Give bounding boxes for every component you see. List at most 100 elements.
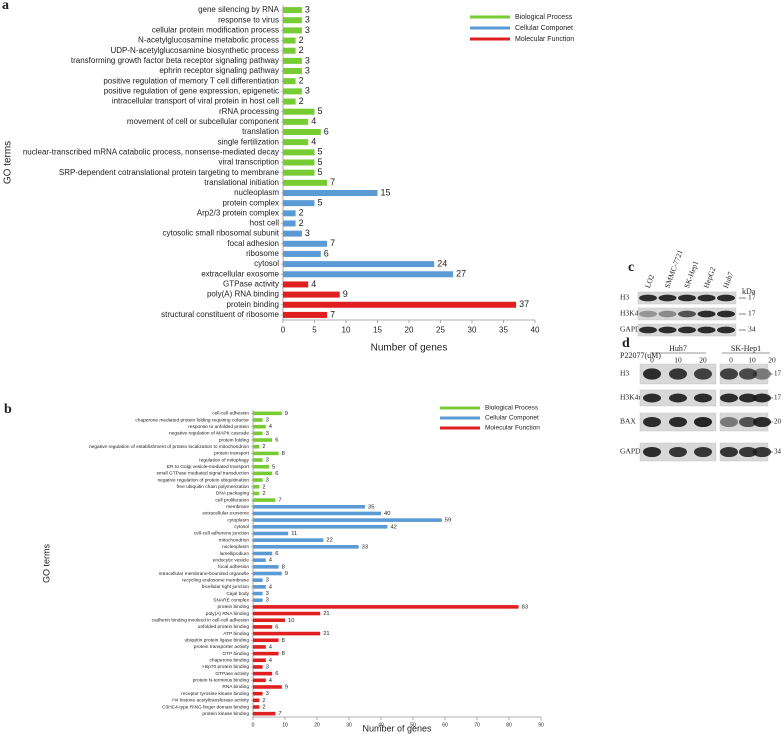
x-tick-label: 50 (410, 722, 416, 728)
bar (283, 230, 302, 237)
y-tick-label: cytosol (234, 524, 249, 530)
blot-band (643, 368, 661, 380)
y-tick-label: cadherin binding involved in cell-cell a… (152, 617, 250, 623)
bar (253, 571, 282, 576)
bar (283, 78, 296, 85)
value-label: 22 (326, 538, 332, 544)
y-tick-label: cell-cell adhesion (212, 411, 249, 417)
value-label: 3 (305, 86, 310, 96)
bar (253, 665, 263, 669)
bar (283, 88, 302, 95)
y-tick-label: response to virus (218, 15, 279, 24)
marker-label: 17 (748, 309, 756, 318)
x-tick-label: 20 (314, 722, 320, 728)
bar (253, 591, 263, 596)
y-tick-label: protein transport (214, 451, 250, 457)
bar (253, 484, 260, 489)
y-axis-label: GO terms (3, 141, 14, 184)
blot-band (753, 416, 771, 428)
y-tick-label: protein binding (218, 604, 250, 610)
y-tick-label: cell-cell adherens junction (194, 531, 250, 537)
value-label: 5 (272, 464, 275, 470)
bar (253, 511, 381, 516)
legend-label: Cellular Componet (485, 415, 539, 422)
value-label: 21 (323, 631, 329, 637)
y-tick-label: negative regulation of establishment of … (89, 444, 249, 450)
value-label: 24 (437, 258, 447, 268)
blot-band (669, 368, 687, 380)
y-tick-label: bicellular tight junction (202, 584, 250, 590)
y-tick-label: extracellular exosome (201, 269, 279, 278)
panel-label: b (4, 402, 12, 417)
value-label: 6 (324, 248, 329, 258)
value-label: 4 (311, 279, 316, 289)
lane-label: Huh7 (721, 270, 735, 289)
blot-band (678, 294, 696, 302)
bar (253, 464, 269, 469)
blot-band (678, 326, 696, 334)
bar (253, 691, 263, 696)
bar (253, 698, 260, 703)
value-label: 42 (390, 524, 396, 530)
value-label: 6 (275, 624, 278, 630)
y-tick-label: C3HC4-type RING finger domain binding (162, 704, 249, 710)
bar (283, 149, 315, 156)
panel-label: a (2, 0, 9, 13)
y-tick-label: structural constituent of ribosome (161, 310, 279, 319)
treatment-label: P22077(uM) (620, 351, 661, 360)
y-tick-label: UDP-N-acetylglucosamine biosynthetic pro… (110, 46, 279, 55)
panel-label: d (622, 336, 630, 351)
blot-band (753, 446, 771, 458)
y-tick-label: ribosome (246, 249, 279, 258)
row-label: BAX (620, 417, 636, 426)
y-tick-label: SRP-dependent cotranslational protein ta… (59, 168, 280, 177)
value-label: 15 (381, 187, 391, 197)
x-tick-label: 40 (531, 326, 540, 335)
value-label: 3 (305, 25, 310, 35)
y-tick-label: intracellular transport of viral protein… (112, 97, 279, 106)
blot-band (658, 294, 677, 302)
x-tick-label: 20 (405, 326, 414, 335)
value-label: 2 (262, 491, 265, 497)
bar (283, 291, 340, 298)
y-tick-label: transforming growth factor beta receptor… (71, 56, 279, 65)
value-label: 8 (282, 451, 285, 457)
y-tick-label: cellular protein modification process (152, 26, 279, 35)
y-tick-label: ubiquitin protein ligase binding (184, 638, 249, 644)
blot-band (753, 393, 771, 403)
x-tick-label: 0 (252, 722, 255, 728)
y-tick-label: negative regulation of protein ubiquitin… (158, 477, 250, 483)
value-label: 3 (266, 598, 269, 604)
value-label: 7 (330, 309, 335, 319)
dose-label: 20 (768, 356, 776, 365)
x-tick-label: 40 (378, 722, 384, 728)
y-tick-label: cytoplasm (227, 517, 249, 523)
y-tick-label: lamellipodium (220, 551, 249, 557)
marker-label: 34 (774, 448, 782, 456)
legend-label: Cellular Componet (515, 25, 573, 32)
y-tick-label: membrane (226, 504, 249, 510)
x-tick-label: 25 (436, 326, 445, 335)
dose-label: 20 (699, 356, 707, 365)
value-label: 4 (269, 584, 273, 590)
marker-label: 17 (774, 394, 782, 402)
marker-label: 20 (774, 418, 782, 426)
bar (253, 578, 263, 582)
value-label: 3 (305, 55, 310, 65)
bar (253, 625, 273, 629)
value-label: 33 (362, 544, 368, 550)
bar (253, 471, 273, 476)
legend-label: Molecular Function (515, 36, 574, 43)
bar (253, 524, 388, 529)
bar (283, 281, 309, 288)
bar (253, 685, 282, 689)
x-tick-label: 35 (499, 326, 508, 335)
y-tick-label: ER to Golgi vesicle-mediated transport (167, 464, 250, 470)
blot-band (720, 393, 738, 403)
y-tick-label: positive regulation of gene expression, … (104, 86, 279, 95)
blot-band (639, 310, 657, 318)
blot-band (639, 326, 657, 334)
blot-band (694, 393, 712, 403)
blot-band (739, 368, 757, 380)
